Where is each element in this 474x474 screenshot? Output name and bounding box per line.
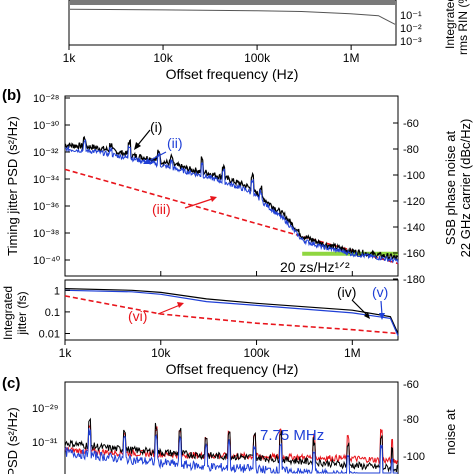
annotation-i-arrowhead: [134, 142, 141, 150]
inset-jitter: 1 0.1 0.01 (iv) (v) (vi) Integrated jitter…: [1, 279, 399, 377]
inset-xtick-label: 1k: [59, 346, 73, 360]
panel-b: (b) 10⁻²⁸10⁻³⁰10⁻³²10⁻³⁴10⁻³⁶10⁻³⁸10⁻⁴⁰ …: [2, 87, 473, 286]
panel-b-ytick-label: 10⁻³⁸: [33, 228, 59, 240]
panel-a-right-tick: 10⁻³: [400, 36, 422, 48]
panel-c-right-tick: -80: [403, 414, 419, 426]
panel-b-ytick-label: 10⁻³⁰: [33, 120, 60, 132]
annotation-v: (v): [372, 284, 388, 300]
panel-b-ytick-label: 10⁻²⁸: [33, 93, 59, 105]
series-iv-line: [64, 288, 399, 334]
inset-xtick-label: 1M: [344, 346, 361, 360]
panel-a-rin-line: [69, 8, 396, 25]
panel-c-right-tick: -60: [403, 379, 419, 391]
panel-a-right-ylabel: Integrated: [443, 0, 457, 49]
panel-a-right-tick: 10⁻¹: [400, 10, 422, 22]
panel-b-label: (b): [2, 87, 21, 104]
annotation-ii-arrow: [146, 151, 167, 163]
panel-b-ytick-label: 10⁻³⁴: [33, 174, 60, 186]
panel-c-frame: [64, 381, 399, 474]
panel-b-right-tick-label: -80: [403, 144, 419, 156]
panel-b-right-tick-label: -160: [403, 248, 425, 260]
annotation-7-75-mhz: 7.75 MHz: [260, 427, 324, 444]
annotation-ii-arrowhead: [143, 158, 150, 164]
panel-c-ylabel: PSD (s²/Hz): [5, 407, 20, 474]
panel-b-right-ylabel: 22 GHz carrier (dBc/Hz): [458, 119, 473, 258]
annotation-iv-arrow: [351, 299, 369, 317]
inset-frame: [64, 279, 399, 341]
panel-b-right-ylabel: SSB phase noise at: [443, 131, 458, 246]
panel-a-xtick-label: 100k: [244, 51, 271, 65]
panel-a-frame: [68, 0, 397, 46]
inset-ylabel: Integrated: [1, 286, 15, 340]
panel-a-xtick-label: 1M: [343, 51, 360, 65]
series-vi-line: [64, 295, 399, 335]
annotation-20zs: 20 zs/Hz¹ᐟ²: [280, 259, 350, 275]
inset-xlabel: Offset frequency (Hz): [166, 361, 299, 377]
panel-c-right-tick: -100: [403, 451, 425, 463]
panel-c-blue-trace: [64, 428, 398, 474]
annotation-iii-arrowhead: [210, 196, 217, 202]
panel-b-right-tick-label: -180: [403, 274, 425, 286]
panel-b-right-tick-label: -60: [403, 118, 419, 130]
panel-b-ytick-label: 10⁻³⁶: [33, 201, 59, 213]
inset-ytick-label: 0.1: [45, 307, 60, 319]
series-i-line: [64, 135, 399, 262]
panel-c-left-tick: 10⁻³¹: [32, 437, 58, 449]
annotation-v-arrowhead: [379, 313, 385, 320]
panel-b-right-tick-label: -140: [403, 222, 425, 234]
panel-a-top-band: [70, 0, 395, 5]
annotation-iii: (iii): [152, 201, 171, 217]
panel-c-right-ylabel: noise at: [443, 409, 458, 455]
annotation-vi: (vi): [128, 308, 147, 324]
annotation-iv: (iv): [337, 284, 356, 300]
panel-a-right-tick: 10⁻²: [400, 23, 422, 35]
inset-xtick-label: 10k: [151, 346, 171, 360]
panel-b-ytick-label: 10⁻³²: [33, 147, 59, 159]
panel-b-ylabel: Timing jitter PSD (s²/Hz): [5, 116, 20, 256]
panel-a-xlabel: Offset frequency (Hz): [166, 66, 299, 82]
panel-b-right-tick-label: -120: [403, 196, 425, 208]
panel-b-ytick-label: 10⁻⁴⁰: [33, 255, 61, 267]
inset-xtick-label: 100k: [244, 346, 271, 360]
panel-c-black-trace: [64, 417, 399, 473]
panel-a-xtick-label: 1k: [63, 51, 77, 65]
annotation-i: (i): [150, 119, 162, 135]
inset-ytick-label: 0.01: [39, 328, 60, 340]
panel-a: 1k 10k 100k 1M Offset frequency (Hz) 10⁻¹ 1…: [63, 0, 470, 82]
series-ii-line: [64, 139, 399, 264]
panel-b-right-tick-label: -100: [403, 170, 425, 182]
panel-c-left-tick: 10⁻²⁹: [32, 403, 58, 415]
annotation-ii: (ii): [167, 135, 183, 151]
inset-ytick-label: 1: [54, 285, 60, 297]
annotation-iv-arrowhead: [364, 312, 370, 319]
panel-a-right-ylabel: rms RIN (%): [456, 0, 470, 55]
annotation-vi-arrow: [157, 304, 181, 315]
annotation-v-arrow: [380, 300, 383, 316]
annotation-vi-arrowhead: [177, 302, 184, 308]
panel-c: (c) 10⁻²⁹ 10⁻³¹ -60 -80 -100 7.75 MHz PS…: [2, 375, 458, 474]
annotation-i-arrow: [136, 129, 151, 147]
inset-ylabel: jitter (fs): [15, 291, 29, 335]
series-v-line: [64, 289, 399, 336]
panel-b-frame: [64, 95, 399, 277]
panel-a-xtick-label: 10k: [153, 51, 173, 65]
panel-c-label: (c): [2, 375, 20, 392]
annotation-iii-arrow: [184, 198, 213, 209]
